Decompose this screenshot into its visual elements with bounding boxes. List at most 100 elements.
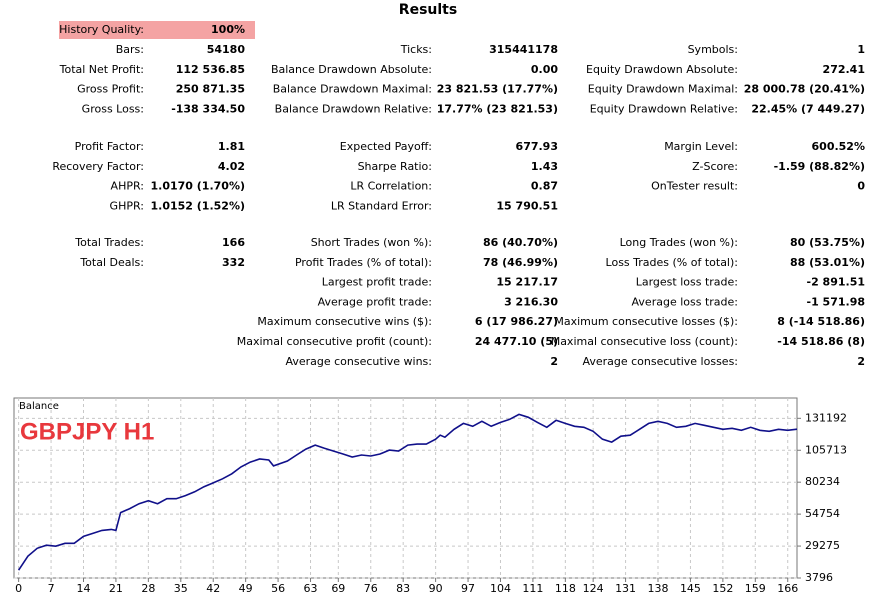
stat-label: Short Trades (won %): [311, 236, 432, 249]
x-tick-label: 138 [648, 582, 669, 595]
stat-value: 112 536.85 [176, 63, 245, 76]
x-tick-label: 56 [271, 582, 285, 595]
stat-value: 6 (17 986.27) [475, 315, 558, 328]
stat-value: 80 (53.75%) [790, 236, 865, 249]
stat-label: Maximal consecutive loss (count): [551, 335, 738, 348]
x-tick-label: 76 [364, 582, 378, 595]
stat-value: 0.00 [531, 63, 558, 76]
stat-label: Total Net Profit: [59, 63, 144, 76]
stat-label: GHPR: [110, 199, 144, 212]
stat-value: 3 216.30 [504, 295, 558, 308]
x-tick-label: 14 [76, 582, 90, 595]
x-tick-label: 90 [429, 582, 443, 595]
chart-annotation: GBPJPY H1 [20, 418, 154, 445]
stat-label: Maximum consecutive losses ($): [554, 315, 738, 328]
stat-value: 15 217.17 [496, 276, 558, 289]
stat-label: Profit Factor: [75, 140, 144, 153]
stat-value: 15 790.51 [496, 199, 558, 212]
stat-value: 24 477.10 (5) [475, 335, 558, 348]
stat-label: LR Standard Error: [331, 199, 432, 212]
balance-line [17, 413, 798, 571]
stat-value: 28 000.78 (20.41%) [744, 83, 865, 96]
stat-label: Maximum consecutive wins ($): [257, 315, 432, 328]
stat-label: Average loss trade: [632, 295, 738, 308]
history-quality-highlight [59, 21, 255, 39]
stat-label: Average consecutive losses: [582, 355, 738, 368]
stat-label: Recovery Factor: [52, 160, 144, 173]
stat-label: Long Trades (won %): [620, 236, 738, 249]
stat-value: -2 891.51 [807, 276, 866, 289]
stat-label: OnTester result: [651, 180, 738, 193]
y-tick-label: 3796 [805, 571, 833, 584]
x-tick-label: 49 [239, 582, 253, 595]
stat-value: 4.02 [218, 160, 245, 173]
stat-label: Balance Drawdown Absolute: [271, 63, 432, 76]
stat-value: 315441178 [489, 43, 558, 56]
x-tick-label: 42 [206, 582, 220, 595]
stat-label: Largest loss trade: [636, 276, 738, 289]
stat-value: 0.87 [531, 180, 558, 193]
y-tick-label: 105713 [805, 443, 847, 456]
x-tick-label: 145 [680, 582, 701, 595]
x-tick-label: 131 [615, 582, 636, 595]
x-tick-label: 83 [396, 582, 410, 595]
stat-value: 677.93 [516, 140, 558, 153]
stat-value: 0 [857, 180, 865, 193]
results-title: Results [399, 2, 457, 18]
x-tick-label: 21 [109, 582, 123, 595]
x-tick-label: 118 [555, 582, 576, 595]
x-tick-label: 97 [461, 582, 475, 595]
stat-value: 78 (46.99%) [483, 256, 558, 269]
x-tick-label: 35 [174, 582, 188, 595]
stat-label: Average consecutive wins: [285, 355, 432, 368]
stat-value: -14 518.86 (8) [777, 335, 865, 348]
x-tick-label: 166 [777, 582, 798, 595]
x-tick-label: 63 [304, 582, 318, 595]
stat-value: 1.43 [531, 160, 558, 173]
x-tick-label: 159 [745, 582, 766, 595]
x-tick-label: 7 [48, 582, 55, 595]
x-tick-label: 28 [141, 582, 155, 595]
y-tick-label: 29275 [805, 539, 840, 552]
x-tick-label: 69 [331, 582, 345, 595]
stat-label: Largest profit trade: [322, 276, 432, 289]
stat-value: 250 871.35 [176, 83, 245, 96]
y-tick-label: 54754 [805, 507, 840, 520]
x-tick-label: 124 [583, 582, 604, 595]
stat-label: Maximal consecutive profit (count): [237, 335, 432, 348]
x-tick-label: 104 [490, 582, 511, 595]
stat-value: -1.59 (88.82%) [774, 160, 865, 173]
stat-value: 1 [857, 43, 865, 56]
stat-label: LR Correlation: [350, 180, 432, 193]
stat-label: Loss Trades (% of total): [606, 256, 738, 269]
stat-label: Expected Payoff: [340, 140, 432, 153]
history-quality-value: 100% [211, 23, 245, 36]
stat-label: Balance Drawdown Relative: [275, 102, 432, 115]
stat-label: Gross Loss: [82, 102, 144, 115]
stat-value: 332 [222, 256, 245, 269]
stat-value: 22.45% (7 449.27) [751, 102, 865, 115]
stat-label: Equity Drawdown Relative: [590, 102, 738, 115]
x-tick-label: 0 [15, 582, 22, 595]
x-tick-label: 152 [712, 582, 733, 595]
stat-value: 88 (53.01%) [790, 256, 865, 269]
stat-label: Balance Drawdown Maximal: [273, 83, 432, 96]
stat-value: 86 (40.70%) [483, 236, 558, 249]
stat-label: Average profit trade: [318, 295, 432, 308]
stat-value: 1.0152 (1.52%) [151, 199, 246, 212]
stat-value: 23 821.53 (17.77%) [437, 83, 558, 96]
stat-label: Equity Drawdown Maximal: [588, 83, 738, 96]
y-tick-label: 131192 [805, 411, 847, 424]
stat-label: Equity Drawdown Absolute: [586, 63, 738, 76]
stat-label: Margin Level: [664, 140, 738, 153]
stat-value: 1.0170 (1.70%) [151, 180, 246, 193]
stat-label: Profit Trades (% of total): [295, 256, 432, 269]
y-tick-label: 80234 [805, 475, 840, 488]
stat-label: Z-Score: [692, 160, 738, 173]
stat-value: 1.81 [218, 140, 245, 153]
stat-label: AHPR: [111, 180, 144, 193]
stat-value: 600.52% [812, 140, 865, 153]
stat-label: Total Trades: [74, 236, 144, 249]
stat-label: Bars: [116, 43, 144, 56]
